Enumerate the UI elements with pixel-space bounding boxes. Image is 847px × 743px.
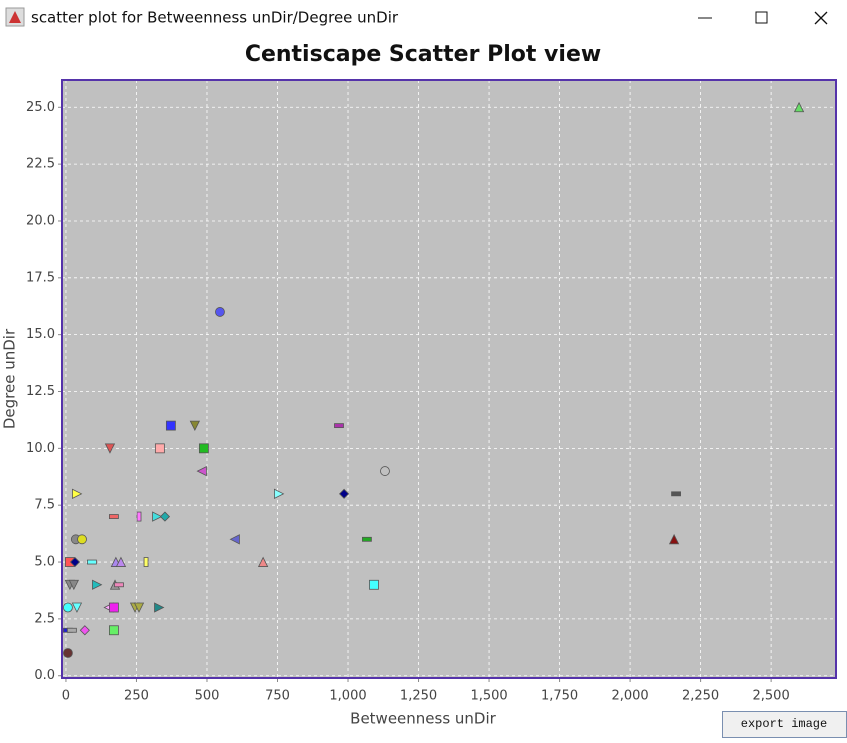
y-tick-label: 15.0 xyxy=(26,327,55,342)
point xyxy=(196,465,207,477)
x-tick-label: 2,500 xyxy=(753,689,790,704)
point xyxy=(77,534,87,545)
close-button[interactable] xyxy=(814,11,828,25)
point xyxy=(71,602,83,613)
point xyxy=(274,488,285,499)
chart-title: Centiscape Scatter Plot view xyxy=(245,42,601,67)
y-axis-label: Degree unDir xyxy=(1,328,19,429)
point xyxy=(339,488,350,499)
button-label[interactable]: export image xyxy=(741,717,827,731)
point xyxy=(257,556,269,567)
point xyxy=(115,556,127,567)
point xyxy=(133,602,145,613)
point xyxy=(63,648,73,658)
point xyxy=(66,627,77,633)
x-axis-label: Betweenness unDir xyxy=(350,710,496,728)
x-tick-label: 1,250 xyxy=(400,689,437,704)
point xyxy=(109,514,119,519)
point xyxy=(72,488,83,499)
point xyxy=(154,602,165,613)
point xyxy=(92,579,103,590)
y-tick-label: 20.0 xyxy=(26,213,55,228)
y-tick-label: 22.5 xyxy=(26,157,55,172)
point xyxy=(63,602,73,613)
x-tick-label: 1,000 xyxy=(329,689,366,704)
point xyxy=(159,511,171,522)
plot-border xyxy=(61,79,837,679)
x-tick-label: 750 xyxy=(265,689,290,704)
x-tick-label: 2,000 xyxy=(611,689,648,704)
point xyxy=(79,625,90,636)
point xyxy=(380,466,390,476)
point xyxy=(154,443,165,454)
point xyxy=(143,557,149,567)
point xyxy=(198,443,209,454)
point xyxy=(109,602,119,613)
y-tick-label: 5.0 xyxy=(34,555,55,570)
point xyxy=(69,556,81,568)
x-tick-label: 1,500 xyxy=(470,689,507,704)
point xyxy=(362,536,372,542)
point xyxy=(114,582,124,588)
x-tick-label: 500 xyxy=(195,689,220,704)
x-tick-label: 2,250 xyxy=(682,689,719,704)
point xyxy=(229,534,240,545)
point xyxy=(215,307,225,317)
window-title: scatter plot for Betweenness unDir/Degre… xyxy=(31,9,399,27)
y-tick-label: 12.5 xyxy=(26,384,55,399)
y-tick-label: 17.5 xyxy=(26,270,55,285)
x-tick-label: 0 xyxy=(62,689,70,704)
point xyxy=(189,420,201,432)
y-tick-label: 7.5 xyxy=(34,498,55,513)
point xyxy=(136,511,142,522)
point xyxy=(86,559,97,565)
x-tick-label: 250 xyxy=(124,689,149,704)
maximize-button[interactable] xyxy=(755,11,768,24)
y-tick-label: 2.5 xyxy=(34,611,55,626)
point xyxy=(668,533,680,545)
point xyxy=(793,101,805,113)
y-tick-label: 25.0 xyxy=(26,100,55,115)
x-tick-label: 1,750 xyxy=(541,689,578,704)
point xyxy=(369,579,379,590)
app-icon xyxy=(5,7,25,27)
point xyxy=(334,423,344,429)
point xyxy=(671,491,681,497)
y-tick-label: 0.0 xyxy=(34,668,55,683)
point xyxy=(165,420,176,431)
point xyxy=(152,511,163,522)
point xyxy=(104,443,116,454)
point xyxy=(68,579,79,591)
point xyxy=(109,625,119,636)
plot-area xyxy=(62,80,836,678)
export-button[interactable]: export image xyxy=(722,711,847,738)
y-tick-label: 10.0 xyxy=(26,441,55,456)
